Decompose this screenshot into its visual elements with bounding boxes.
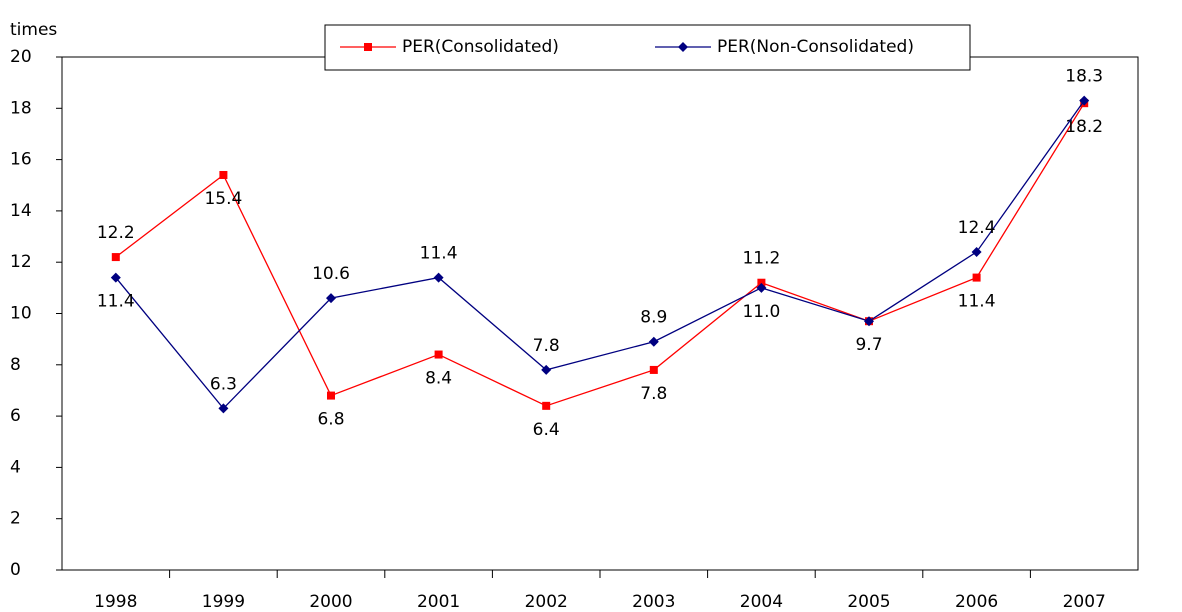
y-tick-label: 0 [10, 560, 21, 580]
marker [327, 391, 335, 400]
data-label: 15.4 [204, 189, 242, 209]
marker [542, 401, 551, 410]
data-label: 7.8 [533, 336, 560, 356]
data-label: 12.4 [958, 218, 996, 238]
y-tick-label: 20 [10, 47, 32, 67]
data-label: 11.4 [958, 292, 996, 312]
data-label: 9.7 [855, 335, 882, 355]
legend-box [324, 24, 971, 71]
marker [219, 170, 228, 179]
data-label: 12.2 [97, 223, 135, 243]
data-label: 10.6 [312, 264, 350, 284]
marker [972, 273, 981, 282]
x-tick-label: 2004 [740, 592, 783, 612]
y-axis-label: times [10, 20, 57, 40]
marker [326, 293, 336, 304]
marker [218, 403, 229, 414]
x-tick-label: 2005 [847, 592, 890, 612]
x-tick-label: 1998 [94, 592, 137, 612]
data-label: 6.8 [317, 410, 344, 430]
y-tick-label: 4 [10, 457, 21, 477]
series-line [115, 102, 1085, 407]
legend-label: PER(Non-Consolidated) [717, 37, 914, 57]
marker [541, 364, 552, 375]
marker [649, 365, 658, 374]
y-tick-label: 14 [10, 201, 32, 221]
marker [756, 282, 767, 293]
data-label: 11.0 [742, 302, 780, 322]
y-tick-label: 6 [10, 406, 21, 426]
marker [864, 316, 874, 327]
x-tick-label: 1999 [202, 592, 245, 612]
x-tick-label: 2006 [955, 592, 998, 612]
y-tick-label: 2 [10, 509, 21, 529]
legend-marker [678, 42, 688, 52]
x-tick-label: 2001 [417, 592, 460, 612]
marker [434, 350, 443, 359]
y-tick-label: 10 [10, 304, 32, 324]
x-tick-label: 2003 [632, 592, 675, 612]
marker [971, 246, 982, 257]
plot-frame [61, 56, 1139, 571]
data-label: 18.3 [1065, 67, 1103, 87]
data-label: 8.4 [425, 369, 452, 389]
marker [757, 278, 766, 287]
data-label: 8.9 [640, 308, 667, 328]
x-tick-label: 2002 [525, 592, 568, 612]
data-label: 6.4 [533, 420, 560, 440]
marker [110, 272, 121, 283]
data-label: 11.2 [742, 249, 780, 269]
marker [648, 336, 659, 347]
legend-marker [364, 43, 372, 51]
legend-label: PER(Consolidated) [402, 37, 559, 57]
marker [111, 253, 120, 262]
data-label: 11.4 [420, 244, 458, 264]
y-tick-label: 16 [10, 150, 32, 170]
data-label: 6.3 [210, 374, 237, 394]
data-label: 7.8 [640, 384, 667, 404]
y-tick-label: 18 [10, 98, 32, 118]
y-tick-label: 8 [10, 355, 21, 375]
marker [1079, 95, 1090, 106]
marker [433, 272, 444, 283]
data-label: 18.2 [1065, 117, 1103, 137]
x-tick-label: 2007 [1063, 592, 1106, 612]
series-line [115, 100, 1085, 410]
y-tick-label: 12 [10, 252, 32, 272]
x-tick-label: 2000 [309, 592, 352, 612]
data-label: 11.4 [97, 292, 135, 312]
